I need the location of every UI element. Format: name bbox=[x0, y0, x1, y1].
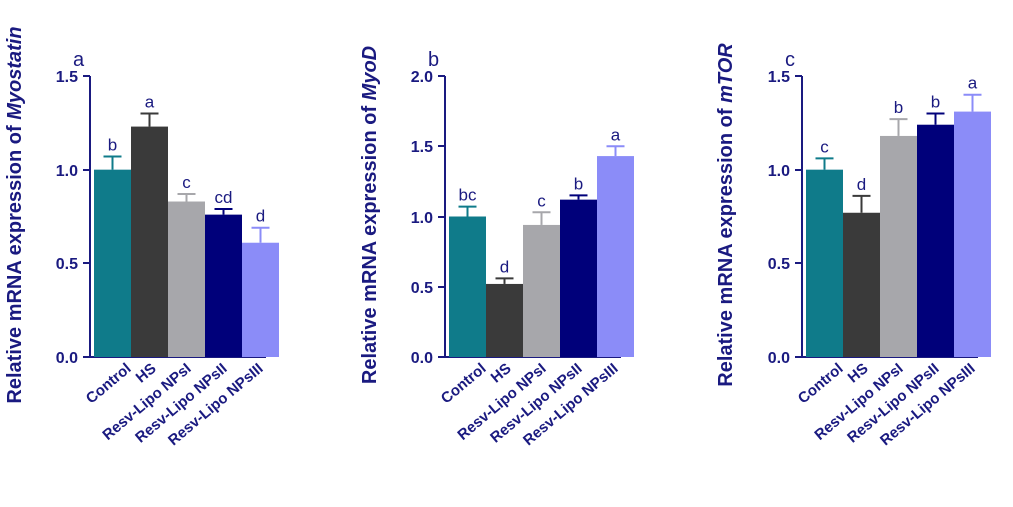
panel-a: Relative mRNA expression of Myostatin a … bbox=[4, 26, 279, 449]
significance-label: c bbox=[820, 137, 829, 156]
significance-label: d bbox=[500, 257, 509, 276]
significance-label: d bbox=[256, 207, 265, 226]
bar bbox=[954, 111, 991, 358]
significance-label: cd bbox=[215, 188, 233, 207]
bars-b: bc d c b a bbox=[449, 125, 634, 357]
significance-label: b bbox=[574, 174, 583, 193]
bar bbox=[597, 156, 634, 357]
y-tick-label: 1.0 bbox=[56, 163, 78, 180]
y-tick-label: 1.5 bbox=[768, 69, 790, 86]
bar bbox=[94, 169, 131, 357]
panel-label-a: a bbox=[73, 49, 85, 71]
bar bbox=[523, 224, 560, 357]
y-tick-label: 1.5 bbox=[411, 139, 433, 156]
bar bbox=[131, 126, 168, 357]
y-tick-label: 0.5 bbox=[56, 256, 78, 273]
significance-label: a bbox=[968, 74, 978, 93]
y-tick-label: 0.0 bbox=[411, 350, 433, 367]
x-tick-label: Control bbox=[83, 360, 135, 407]
bar bbox=[843, 212, 880, 357]
bar bbox=[880, 135, 917, 357]
bar bbox=[168, 201, 205, 357]
y-tick-label: 2.0 bbox=[411, 69, 433, 86]
significance-label: a bbox=[145, 92, 155, 111]
significance-label: a bbox=[611, 125, 621, 144]
x-categories-a: Control HS Resv-Lipo NPsI Resv-Lipo NPsI… bbox=[83, 360, 267, 449]
x-tick-label: Control bbox=[438, 360, 490, 407]
x-categories-b: Control HS Resv-Lipo NPsI Resv-Lipo NPsI… bbox=[438, 360, 622, 449]
y-axis-label-b: Relative mRNA expression of MyoD bbox=[359, 46, 381, 384]
x-categories-c: Control HS Resv-Lipo NPsI Resv-Lipo NPsI… bbox=[795, 360, 979, 449]
panel-label-c: c bbox=[785, 49, 795, 71]
significance-label: c bbox=[537, 191, 546, 210]
panel-b: Relative mRNA expression of MyoD b 0.0 0… bbox=[359, 46, 634, 449]
y-tick-label: 0.5 bbox=[768, 256, 790, 273]
bar bbox=[486, 283, 523, 357]
significance-label: b bbox=[894, 98, 903, 117]
x-tick-label: Control bbox=[795, 360, 847, 407]
y-tick-label: 0.0 bbox=[768, 350, 790, 367]
y-ticks-b: 0.0 0.5 1.0 1.5 2.0 bbox=[411, 69, 445, 367]
y-ticks-a: 0.0 0.5 1.0 1.5 bbox=[56, 69, 90, 367]
bar bbox=[806, 169, 843, 357]
y-tick-label: 1.5 bbox=[56, 69, 78, 86]
bar bbox=[242, 242, 279, 357]
y-axis-label-a: Relative mRNA expression of Myostatin bbox=[4, 26, 26, 403]
significance-label: d bbox=[857, 175, 866, 194]
y-tick-label: 0.5 bbox=[411, 280, 433, 297]
significance-label: c bbox=[182, 173, 191, 192]
y-axis-label-c: Relative mRNA expression of mTOR bbox=[715, 43, 737, 387]
panel-c: Relative mRNA expression of mTOR c 0.0 0… bbox=[715, 43, 991, 449]
significance-label: b bbox=[108, 136, 117, 155]
significance-label: b bbox=[931, 92, 940, 111]
bar bbox=[560, 199, 597, 357]
significance-label: bc bbox=[459, 186, 477, 205]
bar bbox=[917, 124, 954, 357]
bar bbox=[205, 214, 242, 357]
bars-c: c d b b a bbox=[806, 74, 991, 358]
y-ticks-c: 0.0 0.5 1.0 1.5 bbox=[768, 69, 802, 367]
y-tick-label: 0.0 bbox=[56, 350, 78, 367]
bars-a: b a c cd d bbox=[94, 92, 279, 357]
y-tick-label: 1.0 bbox=[768, 163, 790, 180]
bar bbox=[449, 216, 486, 357]
panel-label-b: b bbox=[428, 49, 439, 71]
y-tick-label: 1.0 bbox=[411, 210, 433, 227]
